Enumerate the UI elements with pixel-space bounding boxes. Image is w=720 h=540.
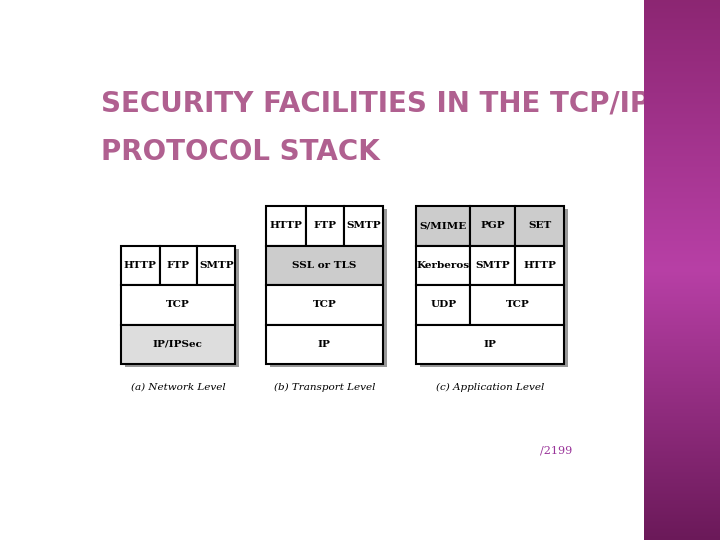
Bar: [160, 246, 197, 285]
Bar: [266, 246, 383, 285]
Text: SMTP: SMTP: [475, 261, 510, 270]
Text: (b) Transport Level: (b) Transport Level: [274, 383, 375, 392]
Text: PGP: PGP: [480, 221, 505, 231]
Bar: [305, 206, 344, 246]
Bar: [197, 246, 235, 285]
Text: SET: SET: [528, 221, 551, 231]
Text: IP: IP: [484, 340, 497, 349]
Bar: [470, 206, 515, 246]
Bar: [416, 246, 470, 285]
Text: HTTP: HTTP: [124, 261, 156, 270]
Text: SSL or TLS: SSL or TLS: [292, 261, 356, 270]
Text: S/MIME: S/MIME: [420, 221, 467, 231]
Bar: [121, 246, 160, 285]
Text: FTP: FTP: [313, 221, 336, 231]
Text: SECURITY FACILITIES IN THE TCP/IP: SECURITY FACILITIES IN THE TCP/IP: [101, 90, 650, 118]
Text: IP: IP: [318, 340, 330, 349]
Bar: [266, 285, 383, 325]
Bar: [515, 206, 564, 246]
Text: Kerberos: Kerberos: [417, 261, 470, 270]
Bar: [416, 325, 564, 364]
Text: HTTP: HTTP: [523, 261, 556, 270]
Text: (c) Application Level: (c) Application Level: [436, 383, 544, 392]
Text: TCP: TCP: [312, 300, 336, 309]
Bar: [416, 206, 470, 246]
Text: /2199: /2199: [541, 446, 572, 456]
Bar: [266, 206, 305, 246]
Text: FTP: FTP: [167, 261, 190, 270]
Bar: [470, 285, 564, 325]
Text: HTTP: HTTP: [269, 221, 302, 231]
Bar: [470, 246, 515, 285]
Text: SMTP: SMTP: [346, 221, 381, 231]
Bar: [121, 285, 235, 325]
Text: PROTOCOL STACK: PROTOCOL STACK: [101, 138, 380, 166]
Bar: [266, 325, 383, 364]
Text: UDP: UDP: [431, 300, 456, 309]
Bar: [420, 209, 568, 367]
Bar: [270, 209, 387, 367]
Bar: [515, 246, 564, 285]
Bar: [121, 325, 235, 364]
Bar: [125, 248, 239, 367]
Bar: [416, 285, 470, 325]
Text: (a) Network Level: (a) Network Level: [130, 383, 225, 392]
Bar: [344, 206, 383, 246]
Text: IP/IPSec: IP/IPSec: [153, 340, 203, 349]
Text: TCP: TCP: [166, 300, 190, 309]
Text: TCP: TCP: [505, 300, 529, 309]
Text: SMTP: SMTP: [199, 261, 233, 270]
